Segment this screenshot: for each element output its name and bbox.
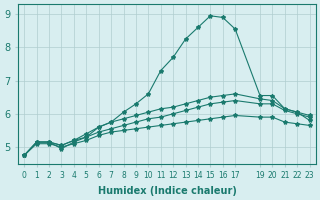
- X-axis label: Humidex (Indice chaleur): Humidex (Indice chaleur): [98, 186, 236, 196]
